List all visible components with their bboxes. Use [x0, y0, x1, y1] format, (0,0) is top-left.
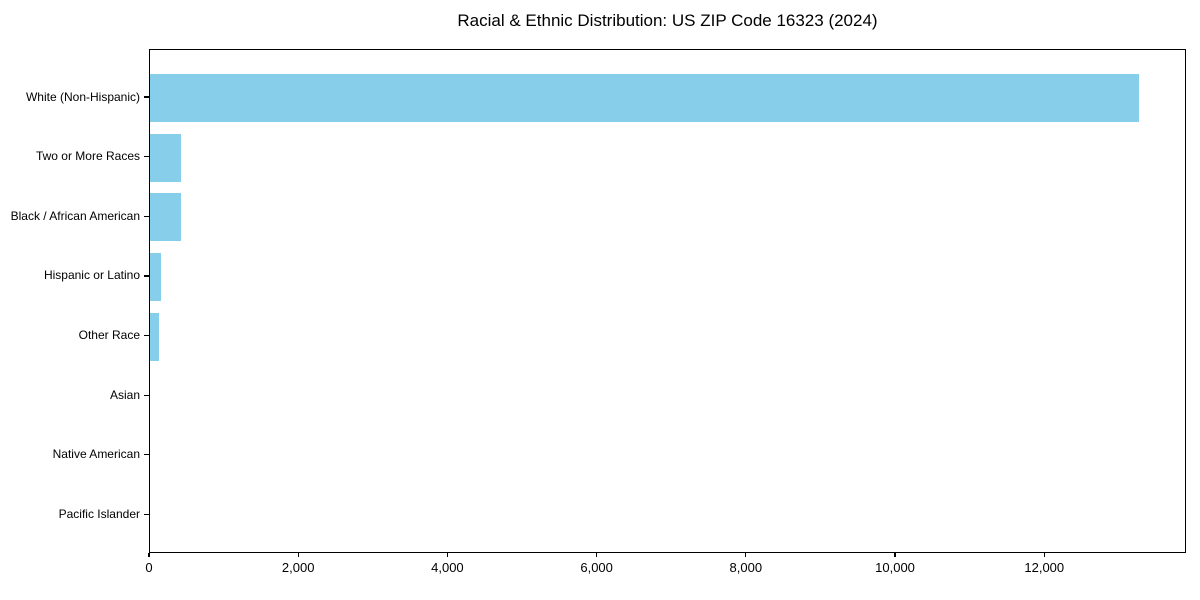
y-tick-label-pacific-islander: Pacific Islander [58, 506, 140, 521]
y-tick-mark [144, 394, 149, 396]
y-tick-mark [144, 334, 149, 337]
chart-title: Racial & Ethnic Distribution: US ZIP Cod… [457, 11, 878, 30]
x-tick-mark [297, 553, 299, 557]
bar-two-or-more-races [150, 133, 182, 182]
y-tick-label-other-race: Other Race [78, 328, 140, 343]
x-tick-label-6-000: 6,000 [580, 560, 613, 575]
x-tick-label-10-000: 10,000 [875, 560, 915, 575]
x-tick-label-0: 0 [145, 560, 153, 575]
y-tick-label-hispanic-or-latino: Hispanic or Latino [43, 268, 140, 283]
bar-hispanic-or-latino [150, 252, 162, 301]
x-tick-mark [596, 553, 598, 557]
x-tick-mark [1043, 553, 1045, 557]
y-tick-mark [144, 96, 149, 98]
y-tick-label-native-american: Native American [52, 447, 140, 462]
y-tick-mark [144, 454, 149, 456]
plot-area [149, 49, 1186, 553]
x-tick-mark [894, 553, 896, 557]
y-tick-label-white-non-hispanic: White (Non-Hispanic) [25, 89, 140, 104]
y-tick-mark [144, 513, 149, 516]
y-tick-mark [144, 215, 149, 217]
bar-white-non-hispanic [150, 74, 1139, 122]
bar-black-african-american [150, 193, 181, 242]
bar-other-race [150, 312, 159, 361]
y-tick-label-black-african-american: Black / African American [10, 208, 140, 223]
y-tick-label-two-or-more-races: Two or More Races [35, 149, 140, 164]
x-tick-mark [446, 553, 448, 557]
x-tick-label-8-000: 8,000 [729, 560, 763, 575]
y-tick-label-asian: Asian [109, 387, 140, 402]
x-tick-label-4-000: 4,000 [431, 560, 464, 575]
x-tick-mark [148, 553, 150, 557]
x-tick-label-12-000: 12,000 [1024, 560, 1065, 575]
y-tick-mark [144, 156, 149, 158]
x-tick-label-2-000: 2,000 [281, 560, 315, 575]
y-tick-mark [144, 275, 149, 277]
x-tick-mark [745, 553, 747, 557]
